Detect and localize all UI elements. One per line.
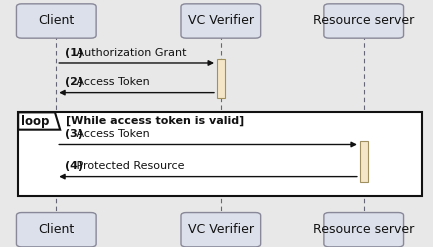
Bar xyxy=(18,112,422,196)
Text: Access Token: Access Token xyxy=(73,129,150,139)
Text: (2): (2) xyxy=(65,77,83,87)
Bar xyxy=(360,141,368,182)
Polygon shape xyxy=(18,112,60,130)
Text: (1): (1) xyxy=(65,48,83,58)
FancyBboxPatch shape xyxy=(324,4,404,38)
Text: Resource server: Resource server xyxy=(313,223,414,236)
Text: VC Verifier: VC Verifier xyxy=(188,223,254,236)
FancyBboxPatch shape xyxy=(181,212,261,247)
FancyBboxPatch shape xyxy=(324,212,404,247)
Text: Resource server: Resource server xyxy=(313,15,414,27)
FancyBboxPatch shape xyxy=(181,4,261,38)
Text: Protected Resource: Protected Resource xyxy=(73,161,185,171)
Text: (4): (4) xyxy=(65,161,83,171)
FancyBboxPatch shape xyxy=(16,212,96,247)
Text: Access Token: Access Token xyxy=(73,77,150,87)
Text: (3): (3) xyxy=(65,129,83,139)
Text: VC Verifier: VC Verifier xyxy=(188,15,254,27)
Text: Client: Client xyxy=(38,15,74,27)
Text: Client: Client xyxy=(38,223,74,236)
Text: loop: loop xyxy=(20,115,49,127)
Text: [While access token is valid]: [While access token is valid] xyxy=(66,116,244,126)
Text: Authorization Grant: Authorization Grant xyxy=(73,48,187,58)
Bar xyxy=(217,59,225,98)
FancyBboxPatch shape xyxy=(16,4,96,38)
